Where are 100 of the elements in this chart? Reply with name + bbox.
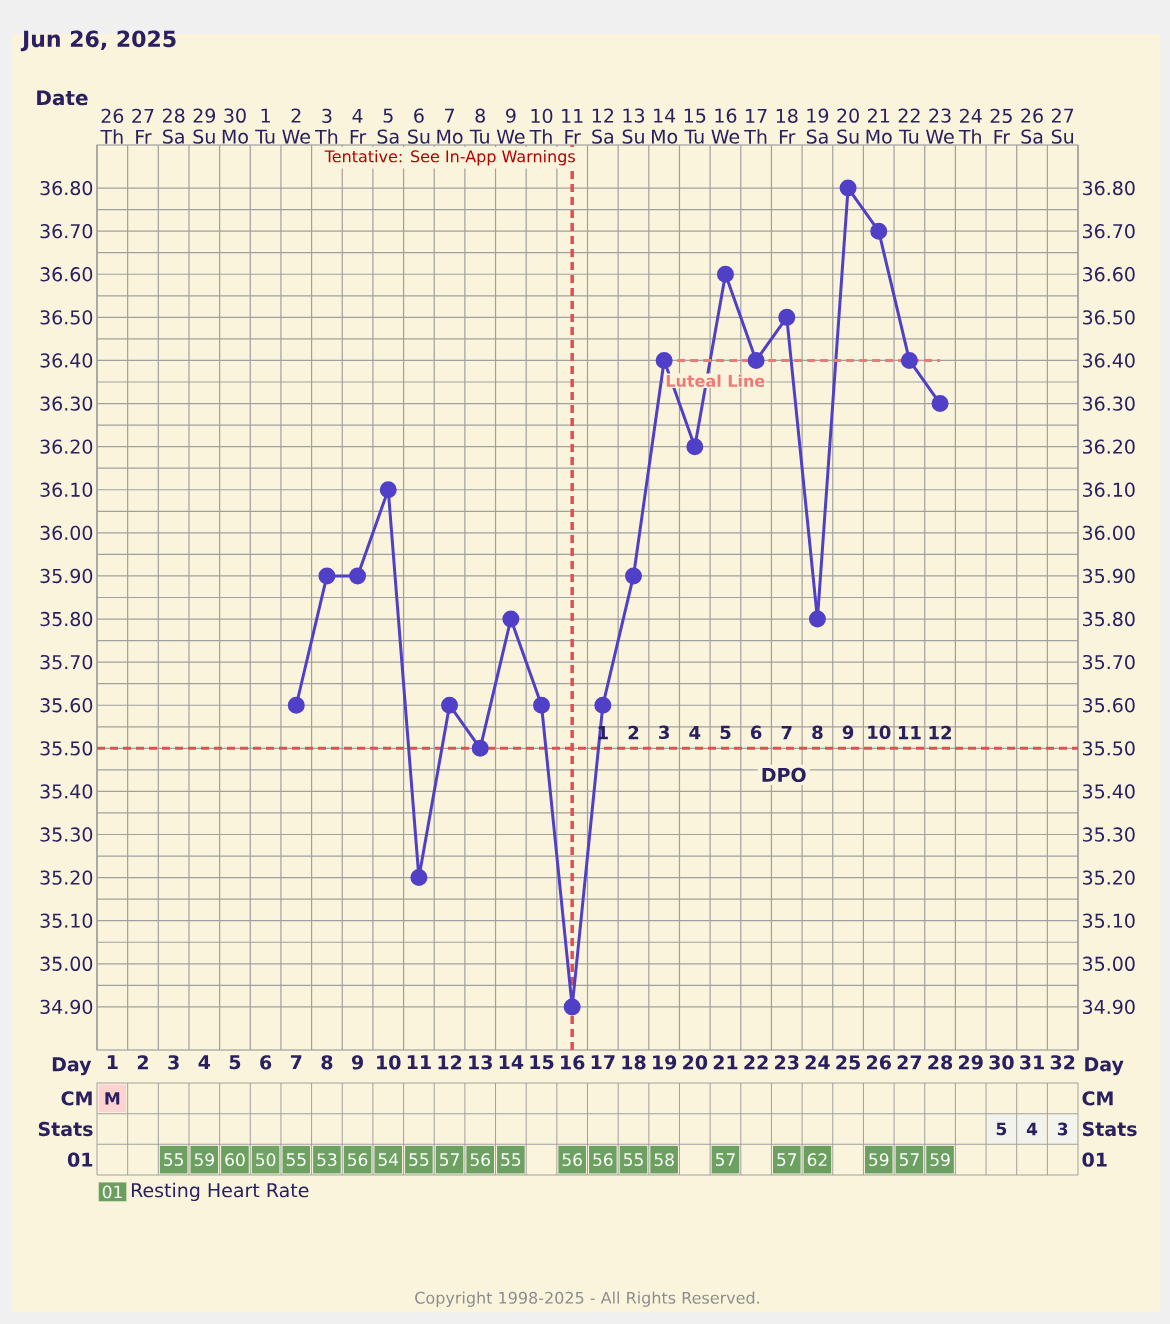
data-label: 57 — [715, 1153, 735, 1166]
x2-tick-label: 26 Sa — [1021, 108, 1043, 144]
x2-tick-label: 30 Mo — [222, 108, 248, 144]
data-label: 54 — [378, 1153, 399, 1166]
y-tick-label: 35.80 — [40, 611, 93, 627]
annotation: 8 — [812, 725, 823, 740]
point — [931, 395, 949, 413]
x-tick-label: 23 — [775, 1055, 799, 1070]
x-tick-label: 13 — [469, 1055, 492, 1070]
x2-tick-label: 1 Tu — [255, 108, 275, 144]
y-tick-label: 01 — [1082, 1152, 1107, 1167]
point — [655, 351, 673, 369]
y-tick-label: CM — [1082, 1091, 1113, 1106]
annotation: 4 — [689, 726, 701, 740]
x2-tick-label: 20 Su — [837, 108, 859, 144]
annotation: 9 — [842, 725, 854, 740]
data-label: 55 — [286, 1153, 306, 1166]
y-tick-label: 36.40 — [40, 353, 93, 368]
x2-tick-label: 29 Su — [193, 108, 216, 144]
y-tick-label: 36.80 — [40, 180, 93, 196]
x2-tick-label: 10 Th — [529, 108, 553, 144]
text: M — [105, 1092, 120, 1105]
data-label: 56 — [593, 1153, 613, 1167]
annotation: 5 — [720, 725, 731, 740]
x-tick-label: 12 — [438, 1055, 462, 1070]
data-label: 56 — [562, 1153, 582, 1167]
data-label: 55 — [409, 1153, 429, 1166]
x-tick-label: 10 — [377, 1055, 401, 1070]
data-label: 56 — [470, 1153, 490, 1167]
data-label: 50 — [256, 1153, 276, 1167]
x2-tick-label: 3 Th — [315, 108, 338, 144]
data-label: 55 — [501, 1153, 521, 1166]
x2-tick-label: 28 Sa — [162, 108, 185, 144]
x-tick-label: 2 — [137, 1055, 148, 1070]
point — [900, 351, 918, 369]
y-tick-label: 36.60 — [40, 267, 93, 282]
annotation: 12 — [929, 725, 952, 740]
x-tick-label: 18 — [622, 1055, 646, 1070]
y-tick-label: 36.10 — [40, 482, 93, 497]
x-tick-label: 14 — [499, 1055, 524, 1070]
x-tick-label: 11 — [407, 1055, 431, 1070]
x2-tick-label: 19 Sa — [806, 108, 829, 144]
point — [778, 308, 796, 326]
x2-tick-label: 2 We — [282, 108, 310, 144]
annotation: DPO — [762, 767, 806, 783]
x-axis-title: Day — [52, 1057, 92, 1076]
data-label: 53 — [317, 1153, 337, 1167]
annotation: 7 — [781, 726, 792, 740]
x-tick-label: 19 — [653, 1055, 677, 1070]
data-label: 59 — [869, 1153, 889, 1167]
x-tick-label: 25 — [836, 1055, 860, 1070]
y-tick-label: 36.30 — [40, 396, 93, 411]
point — [747, 351, 765, 369]
x-tick-label: 16 — [561, 1055, 585, 1070]
annotation: 6 — [750, 725, 762, 740]
x2-tick-label: 12 Sa — [592, 108, 614, 144]
x-tick-label: 3 — [168, 1055, 179, 1070]
text: Day — [1085, 1057, 1124, 1076]
data-label: 60 — [225, 1153, 245, 1167]
data-label: 5 — [996, 1122, 1007, 1136]
x-tick-label: 21 — [713, 1055, 738, 1070]
y-tick-label: 36.70 — [40, 223, 93, 239]
data-label: 57 — [777, 1153, 797, 1166]
y-tick-label: 35.10 — [40, 913, 93, 928]
x2-axis-title: Date — [37, 90, 88, 106]
y-tick-label: 36.00 — [40, 525, 93, 541]
x-tick-label: 31 — [1020, 1055, 1044, 1070]
data-label: 3 — [1057, 1122, 1068, 1136]
x2-tick-label: 14 Mo — [652, 108, 678, 144]
y-tick-label: 35.60 — [40, 698, 93, 713]
point — [502, 610, 520, 628]
x2-tick-label: 16 We — [711, 108, 740, 144]
x2-tick-label: 17 Th — [744, 108, 767, 144]
point — [839, 179, 857, 197]
data-label: 55 — [623, 1153, 643, 1166]
x-tick-label: 15 — [530, 1055, 554, 1070]
x2-tick-label: 13 Su — [622, 108, 645, 144]
x-tick-label: 26 — [867, 1055, 891, 1070]
data-label: 59 — [930, 1153, 950, 1167]
x-tick-label: 24 — [805, 1055, 830, 1070]
point — [563, 998, 581, 1016]
point — [594, 696, 612, 714]
x2-tick-label: 9 We — [496, 108, 525, 144]
x2-tick-label: 8 Tu — [469, 108, 489, 144]
annotation: 11 — [898, 726, 921, 740]
chart-title: Jun 26, 2025 — [20, 30, 176, 52]
point — [533, 696, 551, 714]
x-tick-label: 6 — [260, 1055, 272, 1070]
annotation: 10 — [868, 725, 891, 740]
x2-tick-label: 4 Fr — [350, 108, 367, 144]
x2-tick-label: 15 Tu — [684, 108, 706, 144]
text: Resting Heart Rate — [131, 1182, 309, 1202]
x-tick-label: 29 — [959, 1055, 983, 1070]
data-label: 55 — [164, 1153, 183, 1166]
x2-tick-label: 7 Mo — [437, 108, 463, 144]
point — [870, 222, 888, 240]
y-tick-label: 35.70 — [40, 654, 93, 670]
y-tick-label: Stats — [1082, 1121, 1137, 1137]
x2-tick-label: 25 Fr — [990, 108, 1012, 144]
y-tick-label: 35.00 — [40, 956, 93, 971]
